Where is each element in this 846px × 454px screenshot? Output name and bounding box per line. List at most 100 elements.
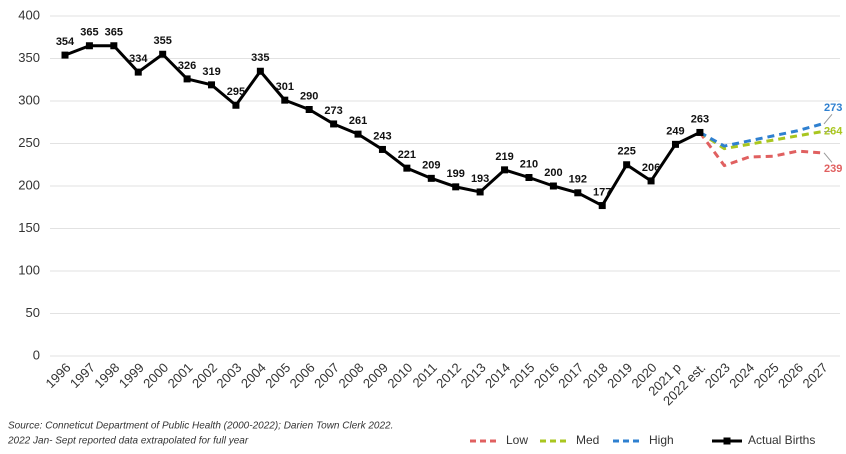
data-label: 295 [227,86,245,98]
marker [183,75,191,83]
x-tick-label: 2014 [482,360,513,391]
legend-label: Low [506,433,528,447]
data-label: 209 [422,159,440,171]
data-label: 200 [544,167,562,179]
marker [256,67,264,75]
x-tick-label: 2017 [555,360,586,391]
series-line [699,130,823,151]
marker [549,182,557,190]
x-tick-label: 2009 [360,360,391,391]
marker [501,166,509,174]
data-label: 326 [178,60,196,72]
marker [476,188,484,196]
data-label: 243 [373,130,391,142]
data-label: 221 [398,149,416,161]
x-tick-label: 2006 [287,360,318,391]
marker [281,96,289,104]
marker [134,68,142,76]
marker [159,50,167,58]
x-tick-label: 2025 [751,360,782,391]
y-tick-label: 150 [18,220,40,235]
x-tick-label: 2019 [604,360,635,391]
x-tick-label: 2003 [213,360,244,391]
x-tick-label: 2018 [580,360,611,391]
marker [305,106,313,113]
x-tick-label: 2013 [458,360,489,391]
data-label: 192 [569,174,587,186]
marker [232,101,240,109]
x-tick-label: 2011 [409,360,439,390]
marker [671,140,679,148]
data-label: 273 [824,102,842,114]
x-tick-label: 2024 [726,360,757,391]
marker [647,177,655,185]
data-label: 199 [447,168,465,180]
marker [354,130,362,138]
x-tick-label: 2000 [140,360,171,391]
data-label: 239 [824,163,842,175]
label-leader [823,152,833,163]
y-tick-label: 100 [18,262,40,277]
legend-label: Actual Births [748,433,815,447]
data-label: 354 [56,36,75,48]
source-note: Source: Conneticut Department of Public … [8,421,393,432]
x-tick-label: 2027 [799,360,830,391]
x-tick-label: 2005 [262,360,293,391]
y-tick-label: 300 [18,92,40,107]
y-tick-label: 400 [18,7,40,22]
source-note: 2022 Jan- Sept reported data extrapolate… [7,436,249,447]
y-tick-label: 0 [33,347,40,362]
legend-marker [723,437,731,445]
marker [623,161,631,169]
data-label: 249 [666,125,684,137]
marker [427,174,435,182]
x-tick-label: 2004 [238,360,269,391]
marker [85,42,93,50]
data-label: 334 [129,53,148,65]
data-label: 225 [617,146,635,158]
data-label: 335 [251,52,269,64]
legend-label: Med [576,433,599,447]
y-tick-label: 350 [18,50,40,65]
data-label: 193 [471,173,489,185]
data-label: 355 [153,35,171,47]
x-tick-label: 2008 [336,360,367,391]
data-label: 273 [324,105,342,117]
data-label: 263 [691,113,709,125]
x-tick-label: 1996 [42,360,73,391]
x-tick-label: 2002 [189,360,220,391]
data-label: 210 [520,158,538,170]
marker [525,174,533,181]
data-label: 365 [80,27,98,39]
data-label: 206 [642,162,660,174]
marker [208,81,216,89]
marker [61,51,69,59]
data-label: 219 [495,151,513,163]
data-label: 264 [824,126,843,138]
marker [378,145,386,153]
x-tick-label: 2007 [311,360,342,391]
marker [403,164,411,172]
data-label: 365 [105,27,123,39]
x-tick-label: 2026 [775,360,806,391]
marker [452,183,460,191]
legend-label: High [649,433,674,447]
x-tick-label: 1999 [116,360,147,391]
data-label: 177 [593,186,611,198]
marker [696,128,704,136]
x-tick-label: 2010 [384,360,415,391]
x-tick-label: 2016 [531,360,562,391]
y-tick-label: 200 [18,177,40,192]
data-label: 261 [349,115,367,127]
marker [110,42,118,50]
x-tick-label: 1998 [91,360,122,391]
marker [598,202,606,210]
marker [574,189,582,197]
y-tick-label: 250 [18,135,40,150]
x-tick-label: 2012 [433,360,464,391]
marker [330,120,338,128]
series-line [699,122,823,148]
series-line [64,44,701,208]
x-tick-label: 2015 [506,360,537,391]
